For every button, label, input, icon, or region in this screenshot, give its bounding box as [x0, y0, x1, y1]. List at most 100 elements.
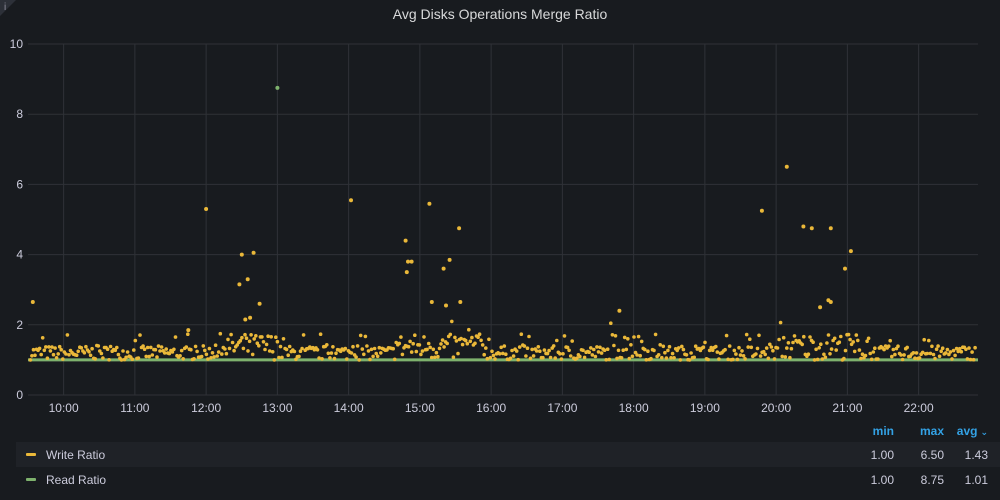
write-ratio-point: [125, 350, 130, 354]
write-ratio-point: [65, 333, 70, 337]
write-ratio-point: [257, 344, 261, 348]
write-ratio-point: [61, 357, 65, 361]
write-ratio-point: [229, 332, 233, 337]
write-ratio-point: [808, 335, 812, 339]
write-ratio-point: [639, 339, 644, 344]
y-tick-label: 8: [16, 107, 23, 121]
write-ratio-point: [715, 350, 720, 354]
write-ratio-point: [758, 354, 763, 358]
write-ratio-point: [973, 345, 977, 350]
write-ratio-point: [669, 356, 673, 360]
write-ratio-point: [287, 344, 292, 349]
write-ratio-point: [663, 350, 667, 355]
write-ratio-point: [147, 354, 151, 359]
write-ratio-point: [873, 346, 877, 351]
write-ratio-point: [664, 356, 669, 360]
write-ratio-point: [425, 347, 429, 352]
write-ratio-point: [267, 349, 272, 353]
write-ratio-point: [479, 338, 483, 343]
write-ratio-point: [431, 347, 436, 352]
write-ratio-point: [734, 352, 738, 356]
write-ratio-point: [670, 351, 675, 356]
write-ratio-point: [616, 348, 621, 353]
write-ratio-point: [485, 356, 490, 361]
write-ratio-point: [950, 357, 954, 361]
write-ratio-point: [212, 355, 216, 359]
y-tick-label: 2: [16, 318, 23, 332]
write-ratio-point: [427, 201, 432, 206]
write-ratio-point: [771, 348, 775, 353]
write-ratio-point: [676, 346, 681, 350]
write-ratio-point: [565, 345, 570, 350]
write-ratio-point: [917, 356, 922, 360]
write-ratio-point: [865, 339, 869, 344]
write-ratio-point: [349, 198, 353, 203]
write-ratio-point: [888, 338, 892, 343]
write-ratio-point: [852, 349, 857, 354]
legend-row-write[interactable]: Write Ratio 1.00 6.50 1.43: [16, 442, 1000, 467]
write-ratio-point: [693, 344, 698, 349]
write-ratio-point: [406, 259, 410, 264]
legend-row-read[interactable]: Read Ratio 1.00 8.75 1.01: [16, 467, 1000, 492]
write-ratio-point: [133, 338, 138, 343]
write-ratio-point: [832, 336, 837, 341]
write-ratio-point: [297, 354, 301, 359]
write-ratio-point: [240, 335, 244, 340]
x-tick-label: 13:00: [262, 401, 292, 415]
write-ratio-point: [447, 257, 452, 262]
write-ratio-point: [826, 333, 831, 337]
write-ratio-point: [436, 354, 440, 359]
write-ratio-point: [848, 337, 852, 342]
write-ratio-point: [511, 354, 516, 358]
write-ratio-point: [300, 346, 304, 351]
write-ratio-point: [195, 349, 199, 354]
write-ratio-point: [411, 341, 416, 346]
write-ratio-point: [890, 354, 894, 359]
write-ratio-point: [839, 334, 843, 339]
write-ratio-point: [246, 349, 250, 353]
x-tick-label: 22:00: [904, 401, 934, 415]
legend-header-max[interactable]: max: [919, 424, 944, 438]
write-ratio-point: [684, 353, 689, 357]
write-ratio-point: [224, 351, 229, 356]
write-ratio-point: [260, 335, 264, 339]
write-ratio-point: [945, 347, 950, 352]
write-ratio-point: [542, 348, 547, 352]
write-ratio-point: [45, 356, 50, 361]
write-ratio-point: [783, 355, 788, 359]
write-ratio-point: [179, 348, 184, 353]
write-ratio-point: [164, 347, 168, 351]
write-ratio-point: [629, 343, 633, 347]
y-axis: 0 2 4 6 8 10: [10, 37, 24, 402]
write-ratio-point: [627, 356, 632, 361]
write-ratio-point: [653, 332, 658, 337]
legend-series-name[interactable]: Write Ratio: [46, 447, 106, 462]
legend-header-avg[interactable]: avg ⌄: [956, 424, 988, 438]
write-ratio-point: [660, 355, 664, 360]
write-ratio-point: [652, 348, 656, 353]
write-ratio-point: [434, 350, 439, 355]
write-ratio-point: [355, 344, 360, 348]
chart-grid: [28, 43, 978, 396]
write-ratio-point: [184, 345, 189, 349]
write-ratio-point: [516, 357, 520, 362]
write-ratio-point: [757, 333, 761, 338]
write-ratio-point: [248, 315, 253, 320]
write-ratio-point: [732, 348, 737, 353]
write-ratio-point: [138, 333, 142, 337]
write-ratio-point: [766, 356, 771, 361]
write-ratio-point: [206, 357, 210, 361]
legend-header-min[interactable]: min: [872, 424, 894, 438]
write-ratio-point: [84, 344, 88, 349]
write-ratio-point: [354, 355, 358, 359]
write-ratio-point: [358, 333, 363, 338]
legend-series-name[interactable]: Read Ratio: [46, 472, 107, 487]
write-ratio-point: [828, 226, 833, 231]
write-ratio-point: [487, 337, 491, 342]
write-ratio-point: [723, 347, 727, 352]
write-ratio-point: [561, 352, 565, 356]
write-ratio-point: [150, 353, 155, 357]
write-ratio-point: [286, 353, 291, 358]
write-ratio-point: [270, 350, 275, 354]
write-ratio-point: [440, 338, 445, 342]
